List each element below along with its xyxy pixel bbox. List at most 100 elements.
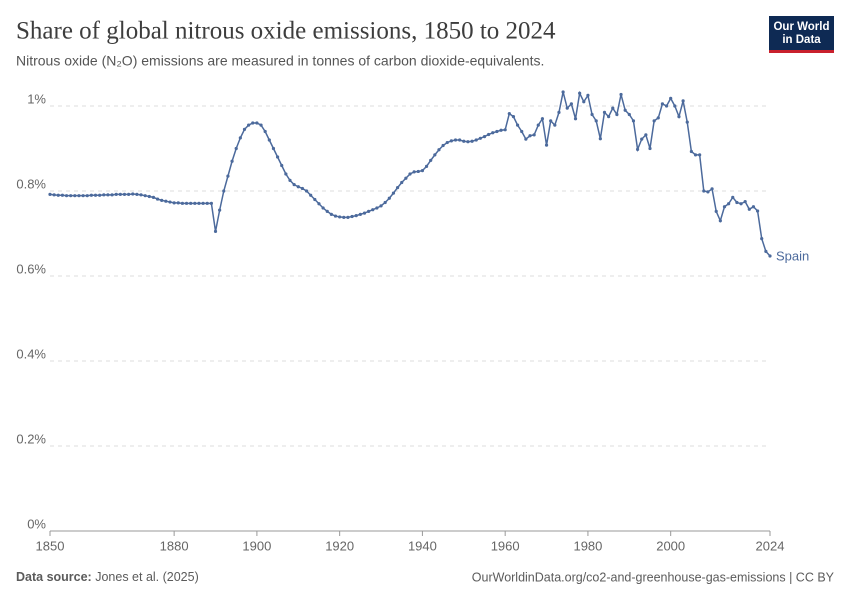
- data-point: [275, 155, 280, 159]
- data-point: [118, 192, 122, 196]
- data-point: [358, 212, 362, 216]
- data-point: [89, 193, 93, 197]
- data-point: [602, 110, 607, 114]
- data-point: [238, 136, 242, 140]
- data-point: [259, 123, 263, 127]
- data-point: [549, 119, 553, 123]
- data-point: [267, 138, 271, 142]
- data-point: [433, 153, 437, 157]
- data-point: [743, 200, 747, 204]
- data-point: [524, 137, 528, 141]
- data-point: [98, 193, 102, 197]
- data-point: [416, 169, 420, 174]
- data-point: [346, 215, 350, 219]
- data-point: [197, 201, 201, 205]
- logo-text: in Data: [782, 34, 821, 46]
- data-point: [147, 194, 151, 199]
- data-point: [611, 106, 615, 110]
- data-point: [395, 186, 400, 190]
- data-point: [569, 102, 573, 106]
- y-tick-label: 0.6%: [16, 261, 46, 276]
- data-point: [362, 211, 367, 215]
- footer-credit[interactable]: OurWorldinData.org/co2-and-greenhouse-ga…: [472, 570, 835, 584]
- logo[interactable]: Our World in Data: [769, 16, 834, 53]
- data-point: [598, 137, 602, 141]
- data-point: [515, 123, 520, 127]
- data-point: [751, 205, 756, 209]
- data-point: [139, 193, 143, 197]
- data-point: [329, 212, 333, 216]
- data-point: [77, 194, 81, 198]
- data-point: [664, 104, 669, 108]
- data-point: [296, 185, 300, 189]
- data-point: [131, 192, 135, 196]
- source-label: Data source:: [16, 570, 92, 584]
- chart-subtitle: Nitrous oxide (N₂O) emissions are measur…: [16, 53, 544, 69]
- data-point: [453, 138, 458, 142]
- data-point: [503, 128, 507, 132]
- data-point: [544, 143, 549, 147]
- data-point: [474, 138, 478, 142]
- data-point: [590, 112, 594, 117]
- data-point: [594, 119, 598, 123]
- data-point: [213, 229, 218, 233]
- data-point: [122, 192, 127, 196]
- data-point: [735, 200, 739, 205]
- data-point: [387, 196, 391, 200]
- data-point: [81, 194, 85, 198]
- data-point: [648, 146, 652, 151]
- data-point: [478, 136, 482, 140]
- data-point: [127, 192, 131, 196]
- data-point: [627, 112, 631, 117]
- data-point: [263, 129, 267, 134]
- data-point: [242, 127, 247, 131]
- y-tick-label: 0.2%: [16, 431, 46, 446]
- data-point: [706, 190, 710, 194]
- data-point: [222, 189, 226, 193]
- data-point: [619, 92, 623, 97]
- data-point: [383, 200, 387, 205]
- data-point: [342, 215, 346, 219]
- data-point: [408, 172, 412, 176]
- data-point: [325, 209, 329, 213]
- data-point: [304, 189, 309, 193]
- series-label: Spain: [776, 248, 809, 263]
- data-point: [507, 112, 511, 116]
- data-point: [499, 128, 503, 132]
- data-point: [768, 254, 772, 258]
- data-point: [234, 146, 238, 151]
- data-point: [482, 135, 487, 139]
- data-point: [710, 187, 714, 191]
- data-point: [424, 164, 429, 168]
- data-point: [391, 191, 396, 195]
- data-point: [747, 207, 751, 211]
- data-point: [176, 201, 180, 205]
- data-point: [520, 129, 524, 134]
- data-point: [466, 140, 470, 144]
- data-point: [367, 209, 371, 213]
- data-point: [288, 178, 292, 182]
- data-point: [528, 134, 532, 138]
- data-point: [698, 153, 702, 157]
- data-point: [470, 139, 474, 143]
- data-point: [338, 215, 342, 219]
- x-tick-label: 1850: [36, 538, 65, 553]
- data-point: [511, 115, 516, 119]
- data-point: [722, 205, 727, 209]
- logo-bar: [769, 50, 834, 53]
- data-point: [412, 170, 416, 174]
- data-point: [350, 214, 354, 219]
- source: Jones et al. (2025): [95, 570, 199, 584]
- data-point: [420, 169, 425, 173]
- data-point: [230, 159, 234, 163]
- data-point: [404, 176, 408, 180]
- data-point: [280, 163, 284, 168]
- data-point: [85, 194, 89, 198]
- data-point: [702, 189, 706, 193]
- data-point: [209, 201, 213, 205]
- x-tick-label: 2000: [656, 538, 685, 553]
- data-point: [64, 194, 69, 198]
- data-point: [578, 91, 582, 95]
- data-point: [160, 198, 164, 202]
- data-point: [689, 149, 693, 154]
